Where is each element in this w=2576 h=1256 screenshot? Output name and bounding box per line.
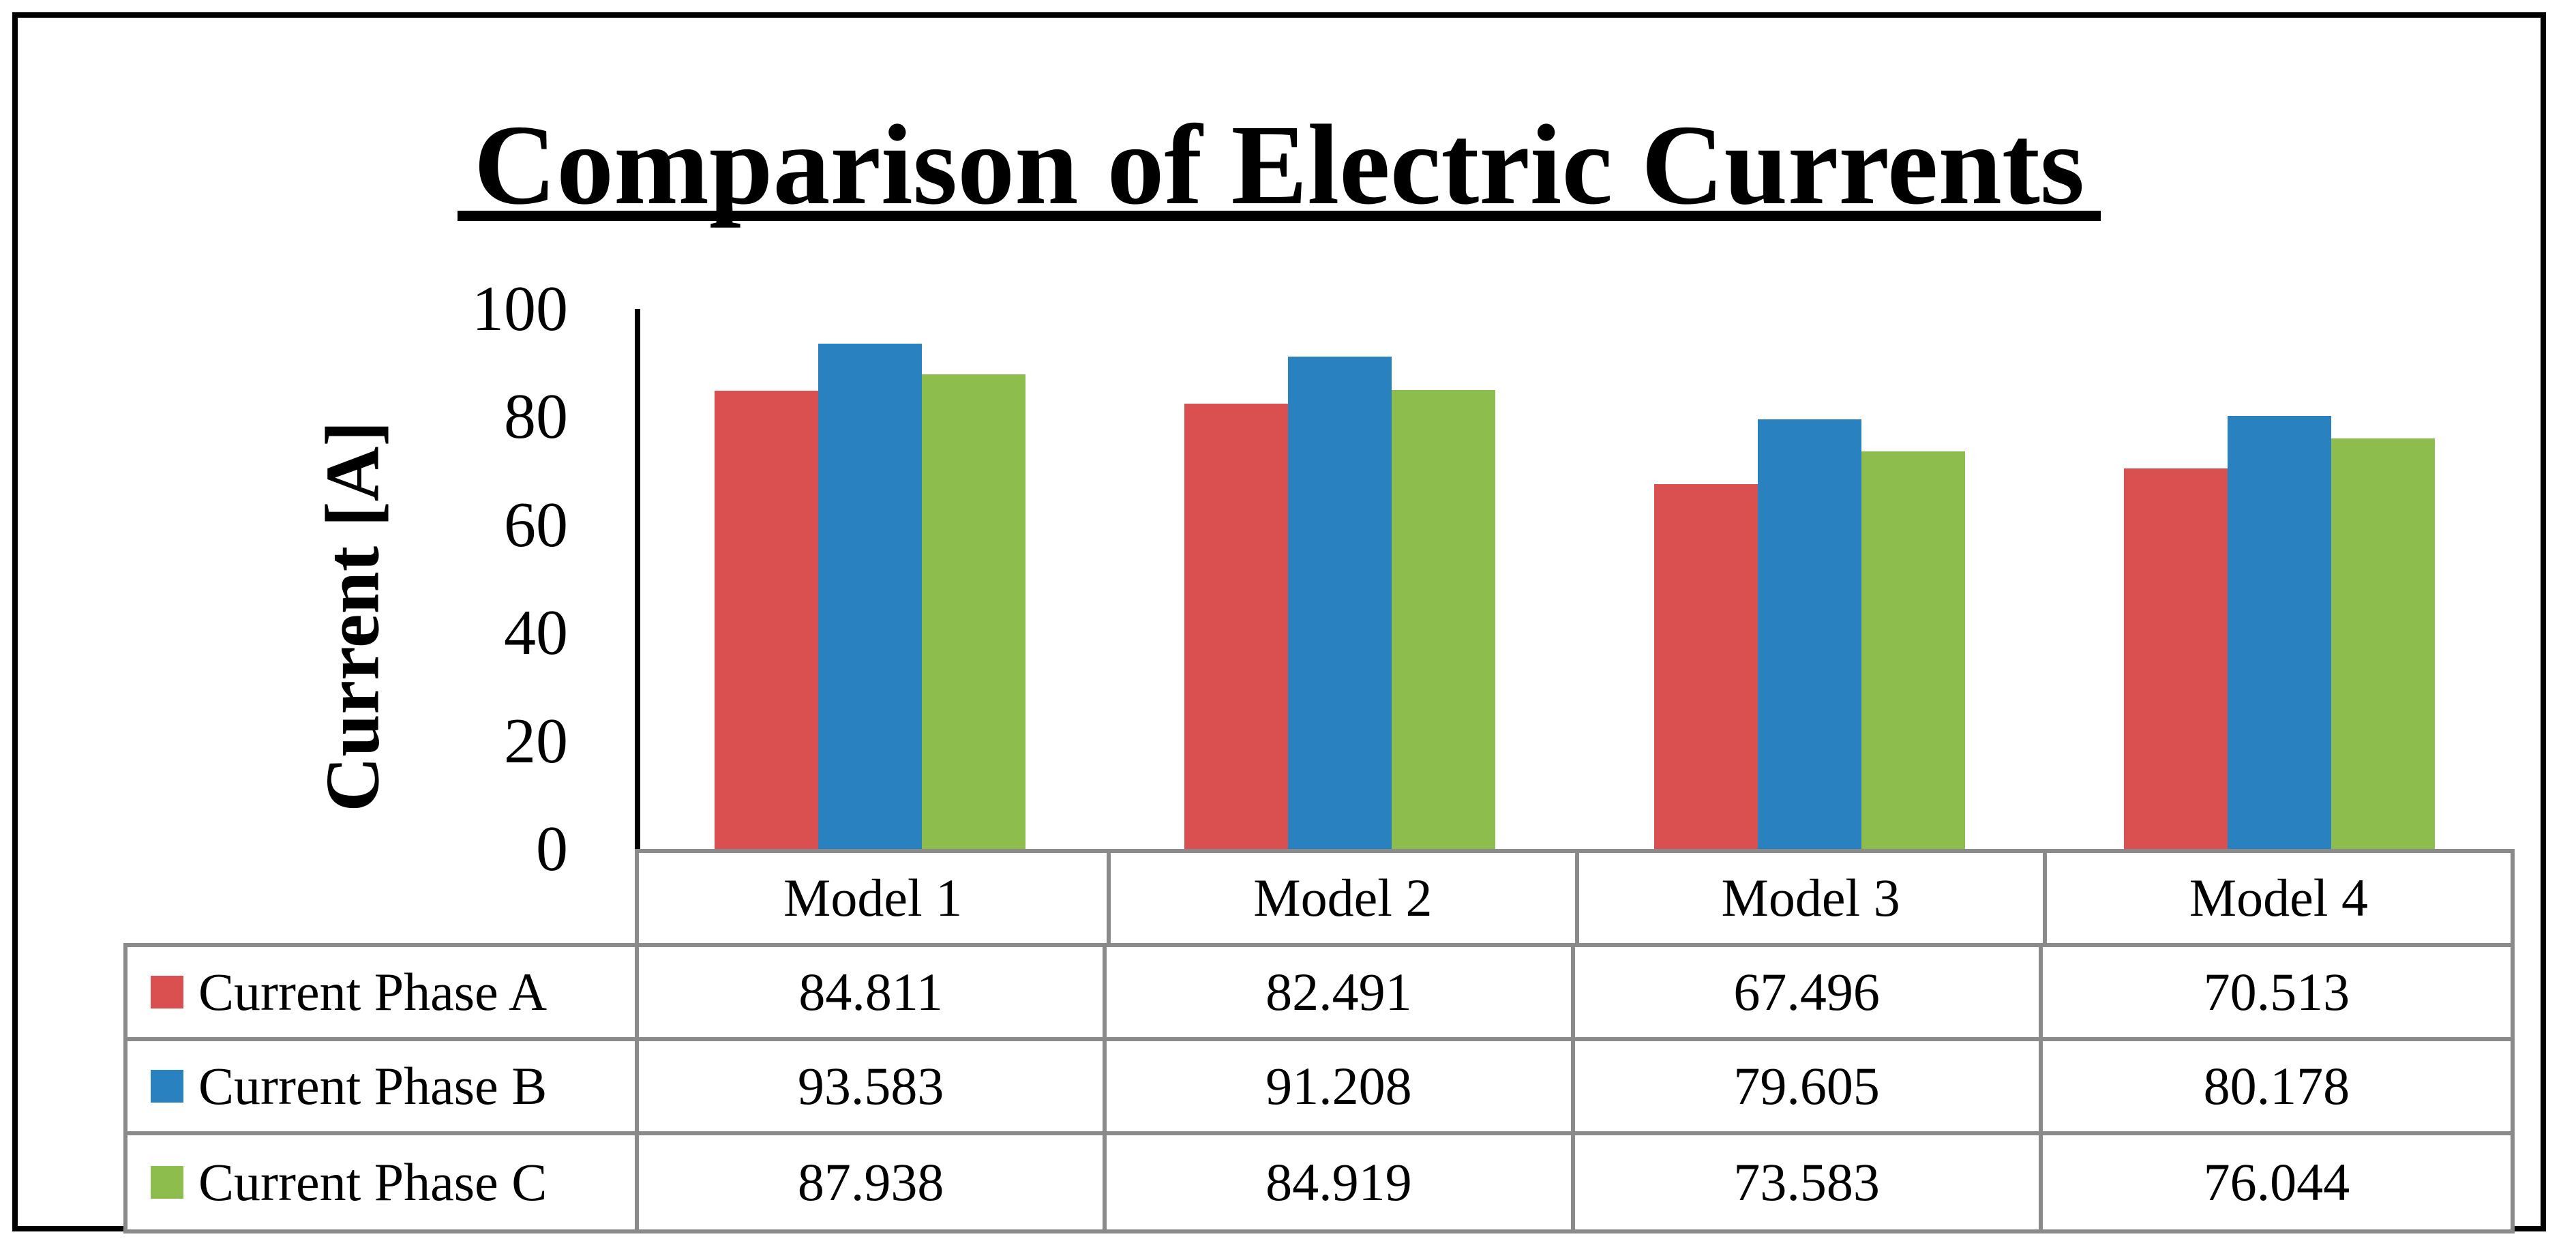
table-value-cell: 82.491 <box>1107 947 1575 1041</box>
table-value-cell: 84.919 <box>1107 1135 1575 1229</box>
table-header-cell: Model 3 <box>1574 853 2043 943</box>
table-legend-cell: Current Phase B <box>128 1041 639 1135</box>
y-axis-tick-label: 20 <box>504 705 568 777</box>
table-header-cell: Model 1 <box>783 868 963 927</box>
chart-title: Comparison of Electric Currents <box>457 97 2101 235</box>
table-header-cell: Model 4 <box>2042 853 2511 943</box>
legend-series-label: Current Phase A <box>198 962 548 1021</box>
y-axis-tick-label: 100 <box>472 273 568 344</box>
table-value-cell: 91.208 <box>1107 1041 1575 1135</box>
chart-frame: Comparison of Electric Currents Current … <box>12 12 2546 1233</box>
bar-model-4-current-phase-c <box>2331 438 2436 849</box>
data-table-body: Current Phase A 84.811 82.491 67.496 70.513 C… <box>123 943 2515 1233</box>
bar-model-2-current-phase-a <box>1184 403 1288 849</box>
bar-model-2-current-phase-c <box>1391 390 1495 849</box>
table-header-cell: Model 2 <box>1107 853 1574 943</box>
table-value-cell: 76.044 <box>2203 1152 2350 1212</box>
legend-series-label: Current Phase C <box>198 1152 548 1212</box>
table-value-cell: 79.605 <box>1574 1041 2043 1135</box>
y-axis-tick-label: 40 <box>504 597 568 669</box>
table-value-cell: 93.583 <box>639 1041 1107 1135</box>
y-axis-tick-label: 80 <box>504 381 568 453</box>
table-value-cell: 70.513 <box>2042 947 2511 1041</box>
legend-swatch-icon <box>151 1070 183 1103</box>
table-value-cell: 84.811 <box>639 947 1107 1041</box>
y-axis-title: Current [A] <box>310 421 395 812</box>
y-axis-tick-label: 60 <box>504 489 568 560</box>
y-axis-line <box>635 309 640 849</box>
bar-model-4-current-phase-b <box>2228 416 2332 849</box>
plot-area <box>635 309 2515 849</box>
y-axis-tick-label: 0 <box>536 813 568 884</box>
table-value-cell: 80.178 <box>2042 1041 2511 1135</box>
legend-swatch-icon <box>151 976 183 1008</box>
bar-model-1-current-phase-a <box>714 391 818 849</box>
bar-model-3-current-phase-a <box>1654 484 1758 849</box>
bar-model-3-current-phase-b <box>1758 419 1862 849</box>
table-value-cell: 87.938 <box>639 1135 1107 1229</box>
title-row: Comparison of Electric Currents <box>18 97 2541 235</box>
table-legend-cell: Current Phase A <box>128 947 639 1041</box>
bar-model-3-current-phase-c <box>1861 451 1966 849</box>
bar-model-2-current-phase-b <box>1287 356 1392 849</box>
bar-model-4-current-phase-a <box>2124 468 2228 849</box>
table-value-cell: 67.496 <box>1574 947 2043 1041</box>
bar-model-1-current-phase-c <box>921 374 1025 849</box>
data-table-header-row: Model 1 Model 2 Model 3 Model 4 <box>635 849 2515 943</box>
legend-swatch-icon <box>151 1166 183 1199</box>
table-value-cell: 73.583 <box>1575 1135 2043 1229</box>
legend-series-label: Current Phase B <box>198 1056 548 1116</box>
table-legend-cell: Current Phase C <box>128 1135 639 1229</box>
bar-model-1-current-phase-b <box>818 343 922 849</box>
